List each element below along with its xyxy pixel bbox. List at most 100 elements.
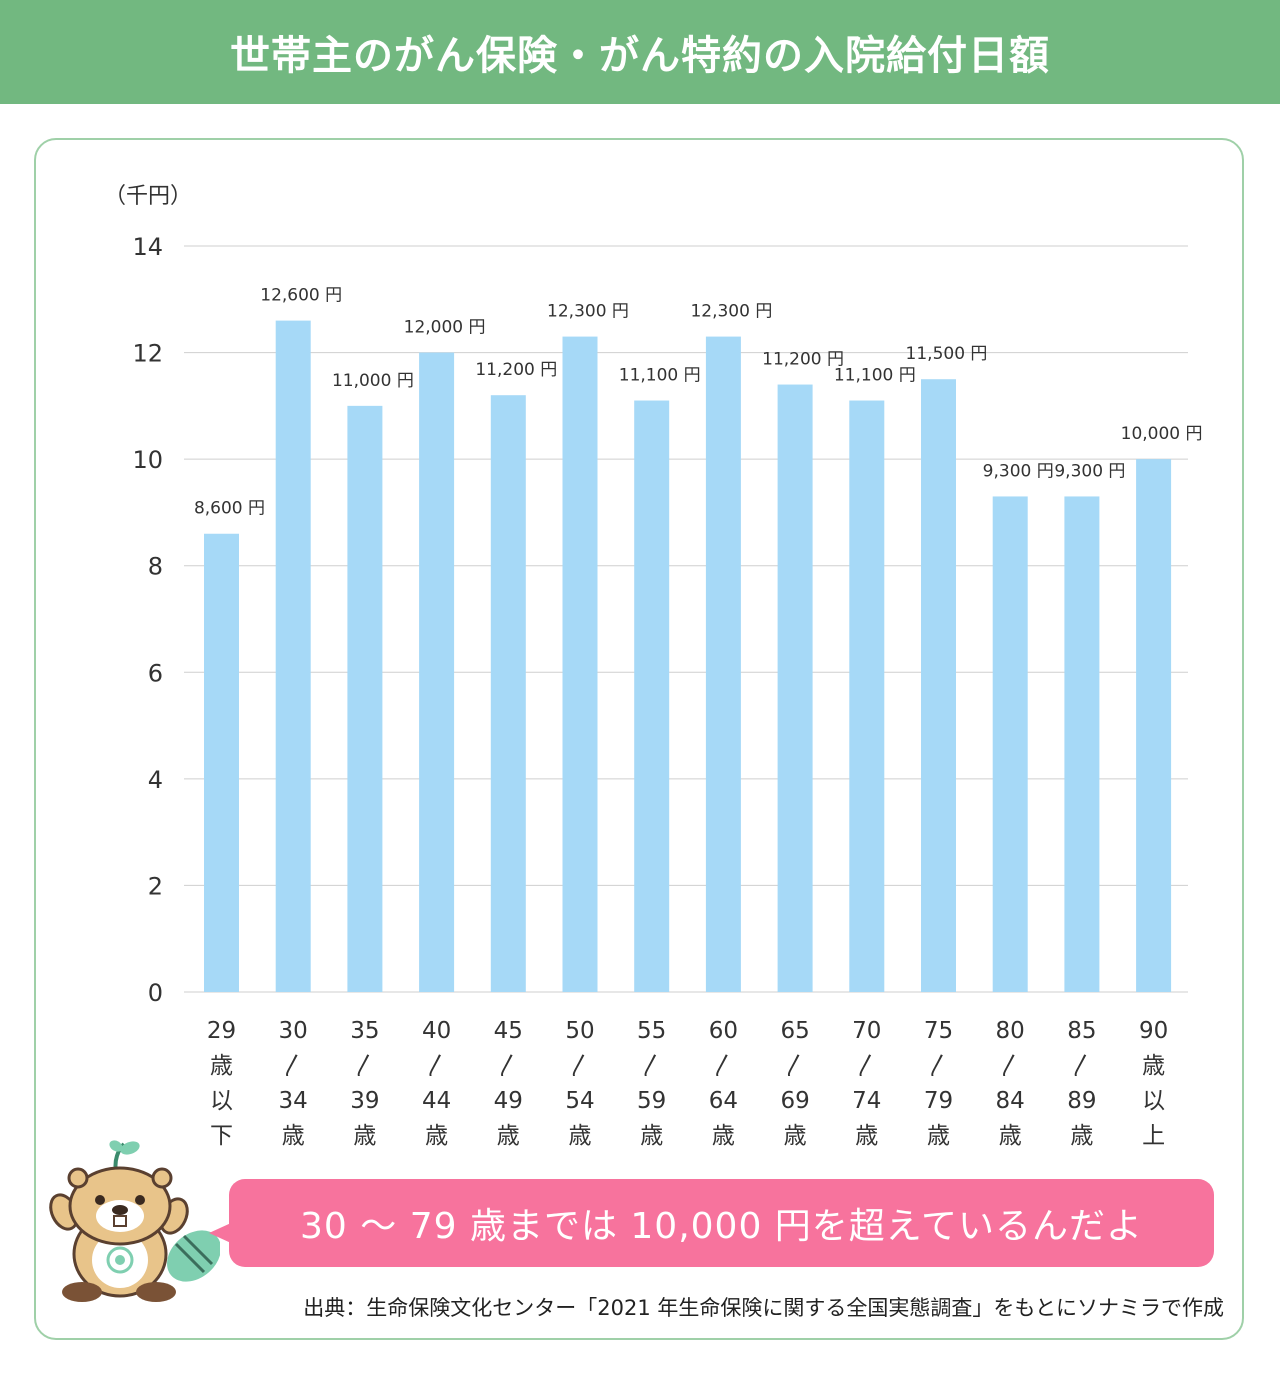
bar	[204, 533, 239, 992]
data-label: 12,300 円	[547, 302, 629, 322]
x-tick-label: 歳	[353, 1123, 376, 1149]
x-tick-label: 歳	[640, 1123, 663, 1149]
x-tick-label: 歳	[999, 1123, 1022, 1149]
header-banner: 世帯主のがん保険・がん特約の入院給付日額	[0, 0, 1280, 104]
x-tick-label: 歳	[210, 1053, 233, 1079]
x-tick-label: 歳	[1070, 1123, 1093, 1149]
x-tick-label: 45	[494, 1018, 523, 1044]
y-tick-label: 10	[132, 446, 163, 474]
y-tick-label: 8	[148, 553, 163, 581]
x-tick-label: 44	[422, 1088, 451, 1114]
bar	[992, 496, 1028, 992]
bar	[1064, 496, 1100, 992]
data-label: 12,300 円	[690, 302, 772, 322]
x-tick-label: 〳	[855, 1053, 878, 1079]
x-tick-label: 歳	[855, 1123, 878, 1149]
x-tick-label: 74	[852, 1088, 881, 1114]
x-tick-label: 55	[637, 1018, 666, 1044]
bar	[849, 400, 885, 992]
y-tick-label: 6	[148, 659, 163, 687]
x-tick-label: 79	[924, 1088, 953, 1114]
x-tick-label: 〳	[999, 1053, 1022, 1079]
data-label: 12,000 円	[404, 318, 486, 338]
data-label: 11,200 円	[475, 360, 557, 380]
x-tick-label: 35	[350, 1018, 379, 1044]
x-tick-label: 〳	[927, 1053, 950, 1079]
x-tick-label: 85	[1067, 1018, 1096, 1044]
y-tick-label: 4	[148, 766, 163, 794]
bar	[705, 336, 741, 993]
y-tick-label: 2	[148, 872, 163, 900]
x-tick-label: 60	[709, 1018, 738, 1044]
x-tick-label: 歳	[712, 1123, 735, 1149]
x-tick-label: 29	[207, 1018, 236, 1044]
bar	[634, 400, 670, 992]
x-tick-label: 65	[780, 1018, 809, 1044]
x-tick-label: 80	[996, 1018, 1025, 1044]
bar	[562, 336, 598, 993]
callout-text: 30 ～ 79 歳までは 10,000 円を超えているんだよ	[300, 1206, 1143, 1247]
callout-bubble: 30 ～ 79 歳までは 10,000 円を超えているんだよ	[209, 1179, 1214, 1267]
x-tick-label: 下	[210, 1123, 233, 1149]
x-tick-label: 以	[1142, 1088, 1165, 1114]
bar	[275, 320, 311, 993]
x-tick-label: 〳	[569, 1053, 592, 1079]
x-tick-label: 〳	[712, 1053, 735, 1079]
x-tick-label: 89	[1067, 1088, 1096, 1114]
x-tick-label: 70	[852, 1018, 881, 1044]
x-tick-label: 40	[422, 1018, 451, 1044]
data-label: 11,100 円	[834, 366, 916, 386]
data-label: 10,000 円	[1121, 424, 1203, 444]
data-label: 12,600 円	[260, 286, 342, 306]
x-tick-label: 49	[494, 1088, 523, 1114]
bar	[1136, 459, 1172, 993]
x-tick-label: 〳	[1070, 1053, 1093, 1079]
x-tick-label: 以	[210, 1088, 233, 1114]
bar	[921, 379, 956, 992]
y-tick-label: 12	[132, 340, 163, 368]
x-tick-label: 84	[996, 1088, 1025, 1114]
x-tick-label: 〳	[640, 1053, 663, 1079]
x-tick-label: 30	[279, 1018, 308, 1044]
x-tick-label: 39	[350, 1088, 379, 1114]
data-label: 8,600 円	[194, 499, 265, 519]
y-tick-label: 14	[132, 233, 163, 261]
page-title: 世帯主のがん保険・がん特約の入院給付日額	[230, 33, 1050, 79]
x-tick-label: 75	[924, 1018, 953, 1044]
bar	[347, 405, 383, 992]
x-tick-label: 34	[279, 1088, 308, 1114]
x-tick-label: 歳	[784, 1123, 807, 1149]
bar	[777, 384, 813, 992]
x-tick-label: 歳	[1142, 1053, 1165, 1079]
x-tick-label: 上	[1142, 1123, 1165, 1149]
source-citation: 出典：生命保険文化センター「2021 年生命保険に関する全国実態調査」をもとにソ…	[303, 1296, 1224, 1320]
x-tick-label: 〳	[784, 1053, 807, 1079]
data-label: 11,100 円	[619, 366, 701, 386]
x-tick-label: 69	[780, 1088, 809, 1114]
x-tick-label: 歳	[497, 1123, 520, 1149]
x-tick-label: 〳	[425, 1053, 448, 1079]
bar	[490, 395, 526, 992]
bar	[419, 352, 455, 993]
data-label: 9,300 円	[1054, 461, 1125, 481]
x-tick-label: 歳	[927, 1123, 950, 1149]
x-tick-label: 〳	[497, 1053, 520, 1079]
data-label: 9,300 円	[983, 461, 1054, 481]
x-tick-label: 〳	[353, 1053, 376, 1079]
y-axis-unit-label: （千円）	[104, 184, 193, 209]
data-label: 11,500 円	[906, 344, 988, 364]
data-label: 11,200 円	[762, 350, 844, 370]
x-tick-label: 歳	[425, 1123, 448, 1149]
x-tick-label: 90	[1139, 1018, 1168, 1044]
x-tick-label: 64	[709, 1088, 738, 1114]
x-tick-label: 〳	[282, 1053, 305, 1079]
x-tick-label: 歳	[569, 1123, 592, 1149]
x-tick-label: 50	[565, 1018, 594, 1044]
x-tick-label: 54	[565, 1088, 594, 1114]
x-tick-label: 59	[637, 1088, 666, 1114]
x-tick-label: 歳	[282, 1123, 305, 1149]
beaver-mascot-icon	[49, 1140, 220, 1302]
y-tick-label: 0	[148, 979, 163, 1007]
data-label: 11,000 円	[332, 371, 414, 391]
